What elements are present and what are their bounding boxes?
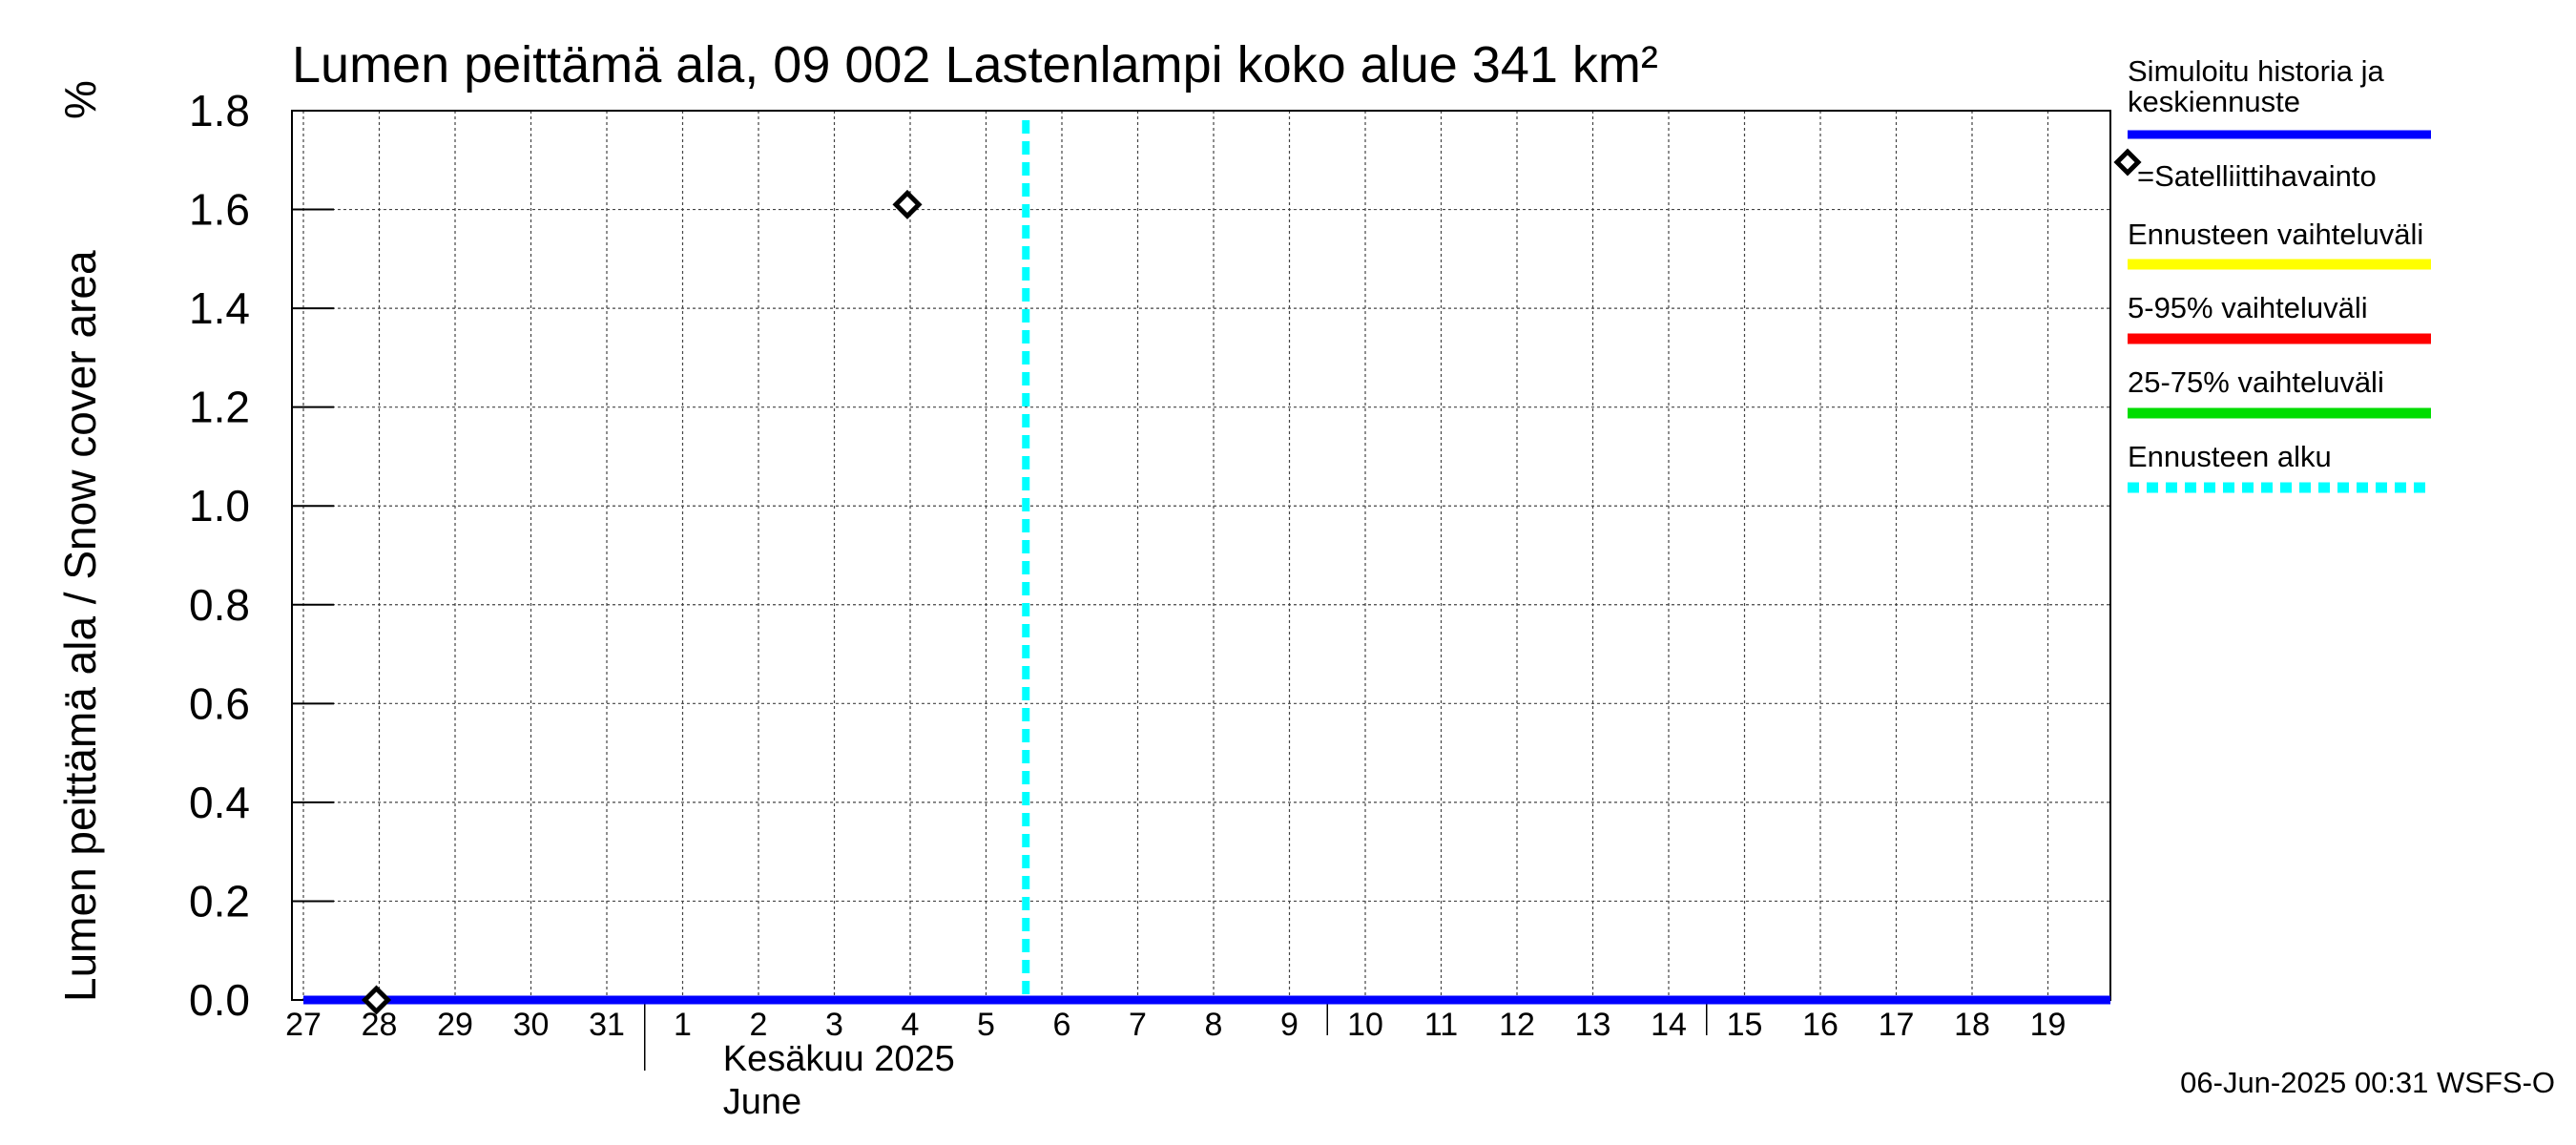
y-tick-label: 0.0 xyxy=(189,975,250,1025)
x-tick-label: 3 xyxy=(825,1007,843,1043)
legend-label-forecast-start: Ennusteen alku xyxy=(2128,440,2332,473)
x-tick-label: 29 xyxy=(437,1007,473,1043)
x-tick-label: 11 xyxy=(1424,1007,1458,1043)
grid-lines xyxy=(292,110,2110,1000)
y-tick-label: 1.0 xyxy=(189,481,250,531)
y-tick-label: 1.8 xyxy=(189,86,250,135)
x-tick-label: 14 xyxy=(1651,1007,1687,1043)
y-axis-ticks: 0.0 0.2 0.4 0.6 0.8 1.0 1.2 1.4 1.6 1.8 xyxy=(189,86,334,1025)
y-tick-label: 0.2 xyxy=(189,876,250,926)
legend-label-satellite: =Satelliittihavainto xyxy=(2137,159,2377,193)
y-tick-label: 1.6 xyxy=(189,185,250,235)
y-tick-label: 0.6 xyxy=(189,678,250,728)
y-tick-label: 1.2 xyxy=(189,383,250,432)
legend-label-range-5-95: 5-95% vaihteluväli xyxy=(2128,291,2368,324)
x-tick-label: 2 xyxy=(750,1007,768,1043)
x-tick-label: 31 xyxy=(589,1007,625,1043)
chart-title: Lumen peittämä ala, 09 002 Lastenlampi k… xyxy=(292,36,1658,94)
x-tick-label: 27 xyxy=(285,1007,322,1043)
x-tick-label: 10 xyxy=(1347,1007,1383,1043)
month-label-fi: Kesäkuu 2025 xyxy=(723,1039,955,1079)
month-label-en: June xyxy=(723,1082,801,1122)
legend-swatch-satellite-marker xyxy=(2113,148,2142,177)
x-tick-label: 17 xyxy=(1879,1007,1915,1043)
satellite-observation-marker xyxy=(892,189,923,219)
y-axis-label: Lumen peittämä ala / Snow cover area xyxy=(55,250,105,1002)
series-layer xyxy=(303,120,2110,1015)
x-axis-ticks: 27 28 29 30 31 1 2 3 4 5 6 7 8 9 10 11 12 13 14 15 16 17 18 19 xyxy=(285,1000,2066,1071)
x-tick-label: 7 xyxy=(1129,1007,1147,1043)
legend-label-range-25-75: 25-75% vaihteluväli xyxy=(2128,365,2384,399)
y-tick-label: 0.8 xyxy=(189,580,250,630)
x-tick-label: 19 xyxy=(2030,1007,2067,1043)
y-tick-label: 1.4 xyxy=(189,283,250,333)
satellite-observation-marker xyxy=(361,985,392,1015)
x-tick-label: 9 xyxy=(1280,1007,1298,1043)
legend-label-forecast-range: Ennusteen vaihteluväli xyxy=(2128,218,2423,251)
x-tick-label: 15 xyxy=(1727,1007,1763,1043)
x-tick-label: 5 xyxy=(977,1007,995,1043)
x-tick-label: 1 xyxy=(674,1007,692,1043)
x-tick-label: 13 xyxy=(1575,1007,1611,1043)
x-tick-label: 8 xyxy=(1205,1007,1223,1043)
x-tick-label: 28 xyxy=(362,1007,398,1043)
y-tick-label: 0.4 xyxy=(189,778,250,827)
x-tick-label: 12 xyxy=(1499,1007,1535,1043)
y-axis-unit: % xyxy=(55,80,105,119)
x-tick-label: 4 xyxy=(902,1007,920,1043)
x-tick-label: 16 xyxy=(1802,1007,1839,1043)
legend-label-simulated-line2: keskiennuste xyxy=(2128,85,2300,118)
x-tick-label: 18 xyxy=(1954,1007,1990,1043)
x-tick-label: 6 xyxy=(1053,1007,1071,1043)
x-tick-label: 30 xyxy=(513,1007,550,1043)
plot-frame xyxy=(291,110,2111,1001)
footer-timestamp: 06-Jun-2025 00:31 WSFS-O xyxy=(2180,1066,2555,1099)
legend-label-simulated-line1: Simuloitu historia ja xyxy=(2128,54,2385,88)
